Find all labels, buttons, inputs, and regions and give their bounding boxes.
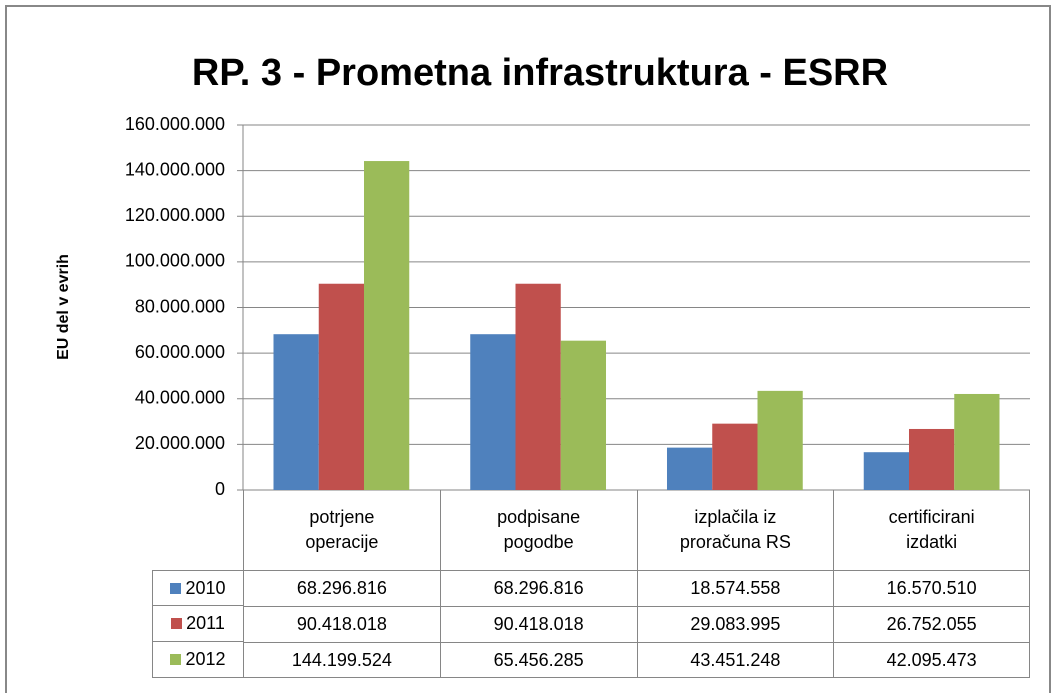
y-axis-title: EU del v evrih — [55, 254, 72, 360]
table-value: 68.296.816 — [243, 570, 440, 606]
legend-label: 2011 — [186, 613, 225, 633]
bar — [712, 423, 758, 490]
y-tick-label: 40.000.000 — [135, 388, 225, 408]
bar — [560, 340, 607, 490]
bar — [954, 393, 1000, 490]
table-legend: 2010 — [152, 570, 243, 606]
bar — [757, 390, 803, 490]
table-value: 18.574.558 — [636, 570, 834, 606]
table-legend: 2012 — [152, 642, 243, 678]
bar — [470, 334, 516, 490]
table-category: izplačila iz proračuna RS — [636, 490, 834, 570]
table-category: podpisane pogodbe — [439, 490, 637, 570]
table-category: potrjene operacije — [243, 490, 440, 570]
y-tick-label: 0 — [215, 479, 225, 499]
table-value: 65.456.285 — [439, 642, 637, 678]
table-value: 90.418.018 — [243, 606, 440, 642]
y-tick-label: 20.000.000 — [135, 433, 225, 453]
bar — [908, 428, 955, 490]
bar — [318, 283, 365, 490]
y-tick-label: 140.000.000 — [125, 159, 225, 179]
legend-swatch — [171, 618, 183, 629]
y-tick-label: 60.000.000 — [135, 342, 225, 362]
chart-title: RP. 3 - Prometna infrastruktura - ESRR — [192, 52, 888, 94]
table-legend: 2011 — [152, 606, 243, 642]
table-value: 29.083.995 — [636, 606, 834, 642]
bar — [666, 447, 713, 490]
table-category: certificirani izdatki — [833, 490, 1030, 570]
bar — [364, 161, 410, 490]
table-value: 42.095.473 — [833, 642, 1030, 678]
legend-swatch — [170, 582, 182, 594]
legend-label: 2012 — [185, 649, 226, 669]
table-value: 43.451.248 — [636, 642, 834, 678]
legend-swatch — [170, 654, 182, 665]
y-tick-label: 120.000.000 — [125, 205, 225, 225]
table-value: 16.570.510 — [833, 570, 1030, 606]
table-value: 90.418.018 — [439, 606, 637, 642]
bar — [273, 334, 319, 490]
table-value: 26.752.055 — [833, 606, 1030, 642]
bar — [515, 283, 561, 490]
table-value: 144.199.524 — [243, 642, 440, 678]
y-tick-label: 100.000.000 — [125, 251, 225, 271]
y-tick-label: 160.000.000 — [125, 114, 225, 134]
legend-label: 2010 — [185, 577, 226, 598]
y-tick-label: 80.000.000 — [135, 296, 225, 316]
bar — [863, 452, 909, 490]
table-value: 68.296.816 — [439, 570, 637, 606]
